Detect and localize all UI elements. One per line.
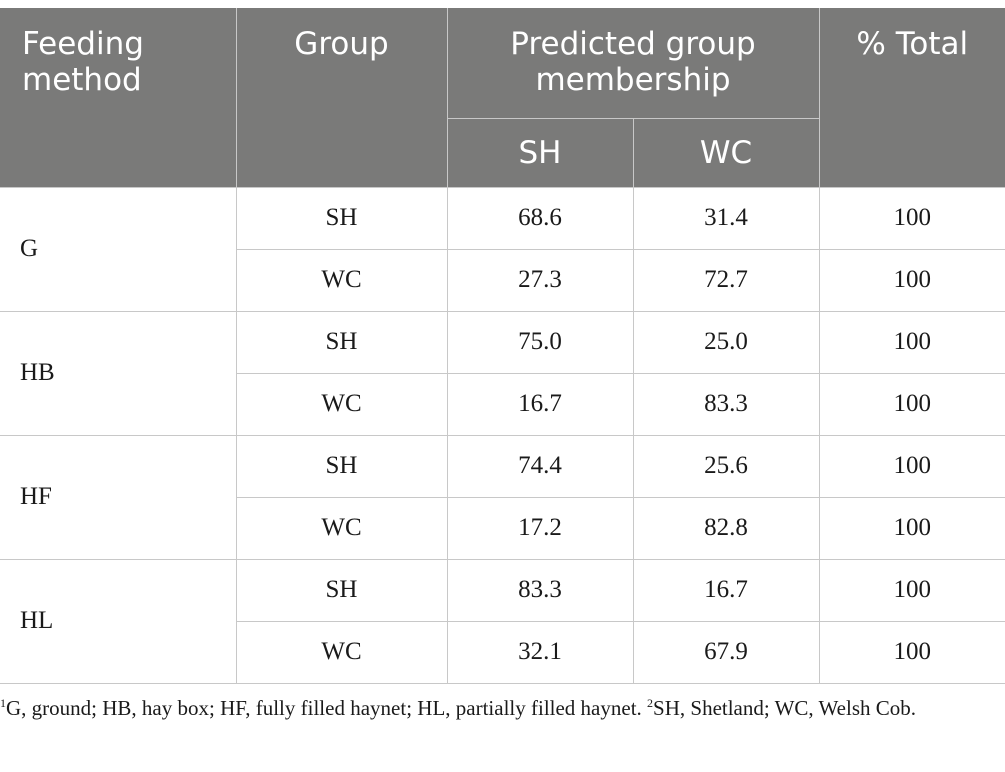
table-row: WC 17.2 82.8 100	[0, 496, 1005, 560]
percent-total-cell: 100	[818, 434, 1005, 498]
table-row: HB SH 75.0 25.0 100	[0, 310, 1005, 436]
predicted-wc-cell: 16.7	[632, 558, 820, 622]
predicted-wc-cell: 83.3	[632, 372, 820, 436]
predicted-sh-cell: 75.0	[446, 310, 634, 374]
header-predicted-group-membership: Predicted group membership	[446, 8, 820, 119]
header-sub-wc: WC	[632, 117, 820, 188]
header-feeding-method: Feeding method	[0, 8, 237, 188]
predicted-sh-cell: 32.1	[446, 620, 634, 684]
predicted-sh-cell: 74.4	[446, 434, 634, 498]
table-row: WC 32.1 67.9 100	[0, 620, 1005, 684]
predicted-wc-cell: 25.6	[632, 434, 820, 498]
table-row: WC 27.3 72.7 100	[0, 248, 1005, 312]
predicted-sh-cell: 68.6	[446, 186, 634, 250]
table-row: HF SH 74.4 25.6 100	[0, 434, 1005, 560]
predicted-sh-cell: 17.2	[446, 496, 634, 560]
predicted-sh-cell: 83.3	[446, 558, 634, 622]
group-cell: WC	[236, 372, 448, 436]
percent-total-cell: 100	[818, 310, 1005, 374]
percent-total-cell: 100	[818, 620, 1005, 684]
header-sub-sh: SH	[447, 117, 634, 188]
footnote-marker-2: 2	[647, 696, 654, 710]
group-cell: SH	[235, 434, 448, 498]
predicted-wc-cell: 25.0	[632, 310, 820, 374]
membership-table: Feeding method Group Predicted group mem…	[0, 8, 1005, 684]
table-body: G SH 68.6 31.4 100 WC 27.3 72.7 100 HB SH 75.0 25.0 1…	[0, 186, 1005, 684]
percent-total-cell: 100	[818, 248, 1005, 312]
percent-total-cell: 100	[818, 186, 1005, 250]
group-cell: SH	[235, 310, 448, 374]
header-group: Group	[235, 8, 448, 188]
group-cell: WC	[236, 248, 448, 312]
footnote-text-1: G, ground; HB, hay box; HF, fully filled…	[6, 696, 648, 720]
predicted-wc-cell: 72.7	[632, 248, 820, 312]
predicted-wc-cell: 67.9	[632, 620, 820, 684]
group-cell: SH	[235, 186, 448, 250]
feeding-method-cell: HB	[0, 310, 237, 436]
feeding-method-cell: HF	[0, 434, 237, 560]
percent-total-cell: 100	[818, 558, 1005, 622]
table-row: HL SH 83.3 16.7 100	[0, 558, 1005, 684]
predicted-wc-cell: 82.8	[632, 496, 820, 560]
table-row: WC 16.7 83.3 100	[0, 372, 1005, 436]
header-percent-total: % Total	[818, 8, 1005, 188]
footnote-text-2: SH, Shetland; WC, Welsh Cob.	[653, 696, 917, 720]
footnote-marker-1: 1	[0, 696, 6, 710]
predicted-wc-cell: 31.4	[632, 186, 820, 250]
percent-total-cell: 100	[818, 372, 1005, 436]
feeding-method-cell: HL	[0, 558, 237, 684]
table-footnote: 1G, ground; HB, hay box; HF, fully fille…	[0, 692, 1000, 725]
predicted-sh-cell: 16.7	[446, 372, 634, 436]
group-cell: WC	[236, 620, 448, 684]
feeding-method-cell: G	[0, 186, 237, 312]
table-row: G SH 68.6 31.4 100	[0, 186, 1005, 312]
percent-total-cell: 100	[818, 496, 1005, 560]
group-cell: SH	[235, 558, 448, 622]
group-cell: WC	[236, 496, 448, 560]
predicted-sh-cell: 27.3	[446, 248, 634, 312]
